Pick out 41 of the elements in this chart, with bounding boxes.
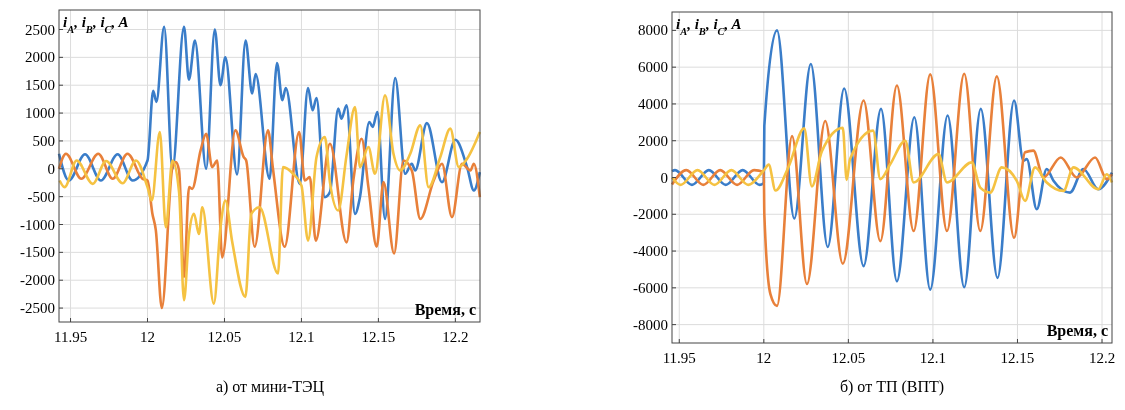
y-tick-label: -2000 — [633, 206, 668, 223]
y-tick-label: 6000 — [638, 59, 668, 76]
x-tick-label: 12.2 — [1088, 350, 1116, 366]
y-tick-label: -2000 — [20, 272, 55, 289]
line-series — [58, 93, 482, 305]
x-tick-label: 12.15 — [361, 329, 396, 345]
x-tick-label: 12.1 — [919, 350, 947, 366]
y-tick-label: 2000 — [25, 49, 55, 66]
line-series — [670, 126, 1114, 203]
y-tick-label: 1500 — [25, 77, 55, 94]
x-tick-label: 12.05 — [831, 350, 866, 366]
x-tick-label: 12 — [756, 350, 772, 366]
y-tick-label: 1000 — [25, 105, 55, 122]
y-tick-label: 2000 — [638, 132, 668, 149]
x-tick-label: 12.15 — [1000, 350, 1035, 366]
x-tick-label: 11.95 — [662, 350, 696, 366]
x-tick-label: 12.05 — [207, 329, 242, 345]
line-series — [670, 72, 1114, 308]
y-tick-label: -4000 — [633, 243, 668, 260]
text: б) от ТП (ВПТ) — [839, 378, 945, 396]
y-tick-label: -1500 — [20, 244, 55, 261]
x-tick-label: 12.1 — [288, 329, 315, 345]
y-tick-label: -8000 — [633, 316, 668, 333]
y-axis-title: i$_{A}$, i$_{B}$, i$_{C}$, A — [676, 16, 742, 37]
y-tick-label: 0 — [660, 169, 668, 186]
y-tick-label: 8000 — [638, 22, 668, 39]
y-tick-label: -1000 — [20, 216, 55, 233]
x-axis-title: Время, с — [414, 301, 476, 319]
y-tick-label: -6000 — [633, 279, 668, 296]
text: а) от мини-ТЭЦ — [215, 378, 325, 396]
x-tick-label: 12 — [140, 329, 156, 345]
y-tick-label: 500 — [32, 132, 55, 149]
y-axis-title: i$_{A}$, i$_{B}$, i$_{C}$, A — [63, 14, 129, 35]
y-tick-label: 4000 — [638, 95, 668, 112]
y-tick-label: -2500 — [20, 300, 55, 317]
y-tick-label: 2500 — [25, 21, 55, 38]
x-tick-label: 12.2 — [442, 329, 469, 345]
y-tick-label: -500 — [27, 188, 55, 205]
y-tick-label: 0 — [47, 160, 55, 177]
x-tick-label: 11.95 — [53, 329, 88, 345]
x-axis-title: Время, с — [1046, 322, 1108, 340]
